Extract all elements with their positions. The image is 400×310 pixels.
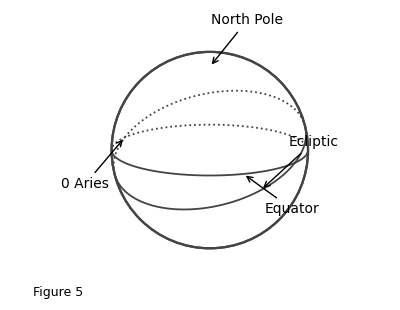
Text: Figure 5: Figure 5 <box>33 286 83 299</box>
Text: North Pole: North Pole <box>211 13 283 63</box>
Text: Ecliptic: Ecliptic <box>264 135 338 187</box>
Text: 0 Aries: 0 Aries <box>61 141 122 192</box>
Text: Equator: Equator <box>247 176 320 216</box>
